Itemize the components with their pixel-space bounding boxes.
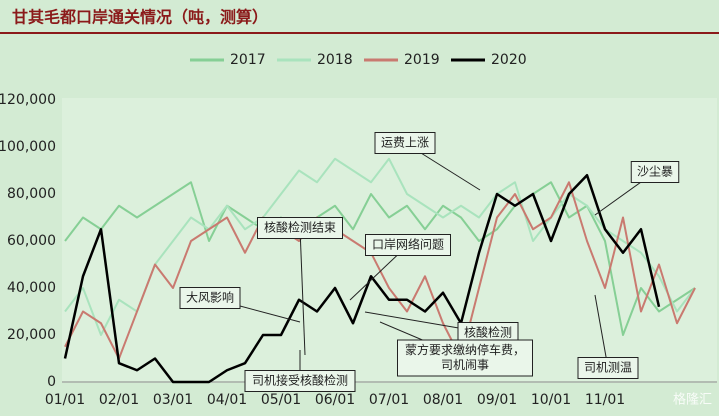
chart-title: 甘其毛都口岸通关情况（吨，测算） [12, 8, 268, 27]
annotation-box [365, 234, 451, 256]
x-tick-label: 09/01 [477, 392, 517, 408]
series-line [64, 181, 696, 336]
x-tick-label: 03/01 [153, 392, 193, 408]
y-tick-label: 40,000 [7, 280, 56, 296]
legend-label: 2020 [491, 52, 527, 68]
x-tick-label: 04/01 [207, 392, 247, 408]
annotation-text: 司机接受核酸检测 [252, 373, 348, 388]
annotation-text: 核酸检测结束 [264, 220, 336, 235]
x-tick-label: 01/01 [45, 392, 85, 408]
annotation-box [397, 339, 533, 377]
x-tick-label: 08/01 [423, 392, 463, 408]
annotation-text: 口岸网络问题 [372, 237, 444, 252]
legend-label: 2019 [404, 52, 440, 68]
watermark: 格隆汇 [673, 392, 712, 408]
annotation-text: 核酸检测 [464, 325, 512, 340]
annotation-box [244, 370, 356, 392]
legend: 2017 2018 2019 2020 [190, 52, 527, 68]
annotation-box [257, 217, 343, 239]
y-tick-label: 80,000 [7, 186, 56, 202]
y-tick-label: 100,000 [0, 139, 56, 155]
annotation-text: 运费上涨 [381, 135, 429, 150]
x-tick-label: 05/01 [261, 392, 301, 408]
annotation-text: 沙尘暴 [637, 165, 673, 179]
series [63, 157, 696, 384]
x-tick-label: 07/01 [369, 392, 409, 408]
annotation-box [630, 161, 680, 183]
annotation-leader [299, 227, 306, 356]
y-tick-label: 120,000 [0, 92, 56, 108]
annotation-text: 司机闹事 [441, 358, 489, 372]
y-tick-label: 0 [47, 374, 56, 390]
x-tick-label: 10/01 [531, 392, 571, 408]
x-tick-label: 02/01 [99, 392, 139, 408]
annotation-text: 司机测温 [584, 361, 632, 375]
y-tick-label: 20,000 [7, 327, 56, 343]
legend-label: 2018 [317, 52, 353, 68]
annotation-box [577, 357, 639, 379]
annotation-box [374, 132, 436, 154]
annotation-leader [594, 294, 609, 369]
legend-label: 2017 [230, 52, 266, 68]
annotation-text: 蒙方要求缴纳停车费， [405, 342, 525, 357]
series-line [64, 181, 696, 360]
annotations: 运费上涨沙尘暴核酸检测结束口岸网络问题大风影响核酸检测蒙方要求缴纳停车费，司机闹… [179, 132, 680, 392]
y-tick-label: 60,000 [7, 233, 56, 249]
annotation-text: 大风影响 [186, 290, 234, 305]
x-tick-label: 06/01 [315, 392, 355, 408]
series-line [63, 173, 661, 384]
x-tick-label: 11/01 [585, 392, 625, 408]
series-line [64, 157, 696, 336]
annotation-box [179, 287, 241, 309]
